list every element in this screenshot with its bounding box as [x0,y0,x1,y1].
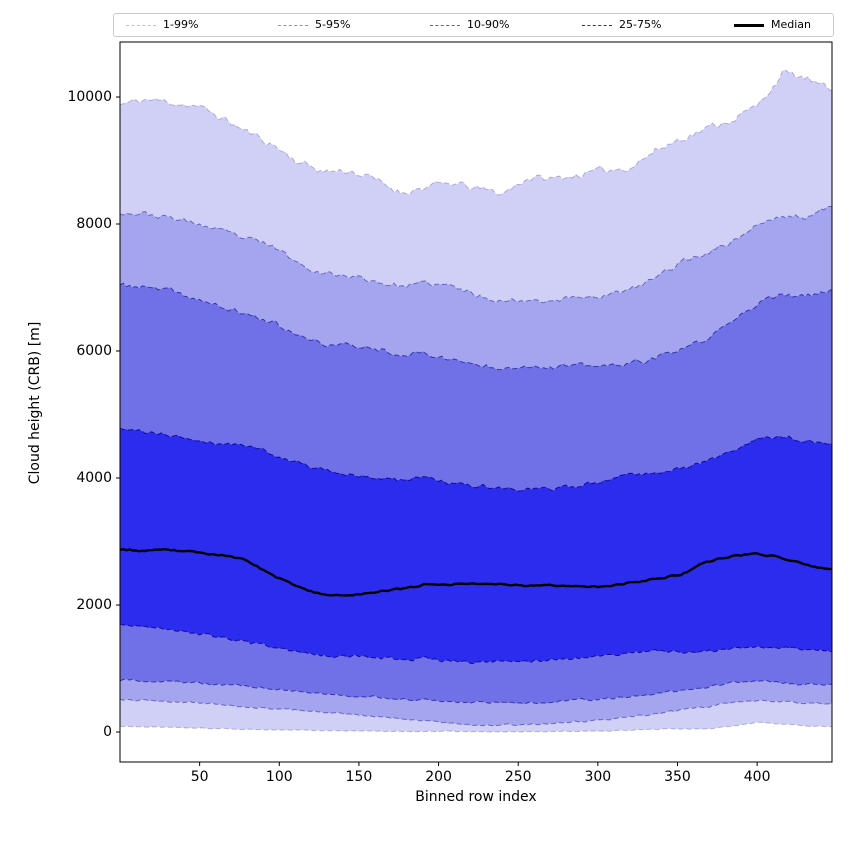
legend-line-sample [734,23,764,27]
axes-spines [119,41,833,763]
percentile-line-p90 [120,282,832,371]
percentile-line-p75 [120,427,832,492]
x-tick-label: 100 [265,769,293,785]
legend-item-10-90%: 10-90% [430,14,509,36]
x-tick-label: 200 [425,769,452,785]
percentile-line-p25 [120,623,832,665]
x-tick-label: 50 [190,769,209,785]
legend-item-Median: Median [734,14,811,36]
legend-item-5-95%: 5-95% [278,14,350,36]
legend-label: Median [771,18,812,31]
percentile-line-p95 [120,206,832,304]
legend-label: 25-75% [619,18,662,31]
legend-item-25-75%: 25-75% [582,14,661,36]
median-line [120,547,832,597]
y-tick-label: 4000 [76,470,112,486]
y-tick-label: 2000 [76,597,112,614]
x-tick-label: 300 [584,769,612,785]
legend-line-sample [582,24,612,26]
legend-line-sample [430,24,460,26]
x-tick-label: 400 [743,769,771,785]
legend: 1-99% 5-95% 10-90% 25-75% Median [113,13,834,37]
legend-label: 10-90% [467,18,510,31]
legend-label: 1-99% [163,18,199,31]
legend-item-1-99%: 1-99% [126,14,198,36]
percentile-line-p01 [120,721,832,733]
x-tick-label: 250 [504,769,532,785]
legend-line-sample [278,24,308,26]
y-tick-label: 6000 [76,343,112,359]
y-tick-label: 0 [103,724,112,741]
percentile-line-p05 [120,698,832,727]
band-fill-25-75% [120,428,832,664]
x-tick-label: 150 [345,769,373,785]
legend-line-sample [126,24,156,26]
x-axis-title: Binned row index [415,789,537,805]
y-tick-label: 10000 [67,88,112,105]
percentile-line-p99 [120,69,832,196]
y-tick-label: 8000 [76,216,112,232]
legend-label: 5-95% [315,18,351,31]
x-tick-label: 350 [664,769,691,785]
y-axis-title: Cloud height (CRB) [m] [27,321,43,485]
percentile-line-p10 [120,678,832,705]
